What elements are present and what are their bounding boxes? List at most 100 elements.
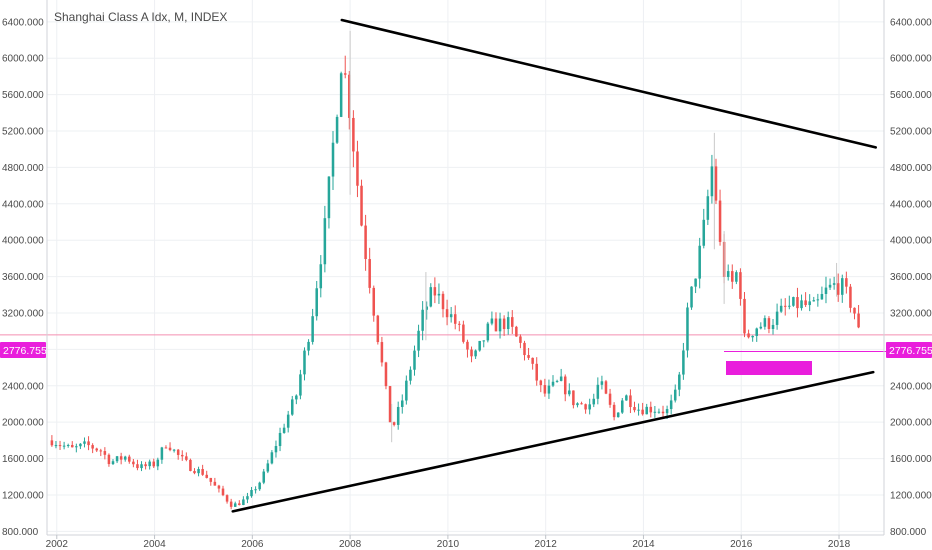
candle-body — [392, 422, 396, 425]
candle-body — [348, 74, 351, 118]
candle-body — [278, 432, 282, 447]
candle-body — [327, 176, 331, 219]
candle-body — [759, 326, 763, 329]
candle-body — [751, 335, 754, 338]
candle-body — [193, 470, 196, 474]
y-tick-label-right: 5600.000 — [890, 90, 932, 101]
candle-body — [637, 409, 640, 411]
candle-body — [515, 326, 518, 337]
candle-body — [449, 314, 453, 318]
y-tick-label-left: 1600.000 — [2, 454, 44, 465]
candle-body — [205, 474, 208, 478]
candle-body — [164, 447, 168, 449]
candle-body — [213, 481, 217, 486]
candle-body — [559, 376, 563, 381]
candle-body — [425, 306, 428, 310]
candle-body — [140, 464, 143, 469]
candle-body — [295, 395, 298, 400]
y-tick-label-right: 3200.000 — [890, 308, 932, 319]
candle-body — [221, 488, 225, 496]
candle-body — [649, 406, 653, 413]
candle-body — [771, 324, 775, 329]
candle-body — [441, 293, 445, 310]
candle-body — [767, 318, 771, 329]
candle-body — [99, 450, 103, 452]
right-price-axis: 800.000 1200.000 1600.000 2000.000 2400.000 2… — [890, 17, 932, 538]
x-tick-label: 2008 — [339, 539, 362, 550]
y-tick-label-left: 4800.000 — [2, 163, 44, 174]
candle-body — [172, 449, 176, 451]
candle-body — [800, 300, 803, 309]
x-tick-label: 2018 — [828, 539, 851, 550]
candle-body — [531, 357, 534, 364]
candle-body — [539, 380, 543, 386]
x-tick-label: 2014 — [632, 539, 655, 550]
y-tick-label-right: 3600.000 — [890, 272, 932, 283]
candle-body — [714, 166, 718, 201]
candle-body — [303, 350, 306, 375]
candle-body — [87, 441, 90, 446]
candle-body — [83, 441, 86, 444]
candle-body — [820, 293, 824, 300]
candle-body — [364, 225, 367, 260]
candle-body — [319, 264, 323, 289]
candle-body — [160, 447, 164, 460]
y-tick-label-left: 3200.000 — [2, 308, 44, 319]
candle-body — [572, 390, 575, 406]
candle-body — [91, 445, 94, 449]
candle-body — [262, 471, 266, 483]
x-tick-label: 2012 — [535, 539, 558, 550]
candle-body — [682, 350, 685, 375]
candle-body — [144, 464, 147, 467]
candle-body — [282, 427, 286, 433]
y-tick-label-right: 6000.000 — [890, 54, 932, 65]
candle-body — [661, 411, 665, 414]
candle-body — [596, 384, 600, 399]
candle-body — [156, 459, 160, 467]
candle-body — [519, 336, 522, 343]
candle-body — [217, 485, 221, 489]
candle-body — [54, 445, 58, 447]
candle-body — [494, 318, 498, 332]
candle-body — [286, 414, 290, 428]
candle-body — [755, 328, 758, 336]
candle-body — [478, 340, 481, 351]
candle-body — [201, 469, 204, 475]
candle-body — [229, 501, 233, 507]
candle-body — [258, 482, 261, 490]
annotation-note[interactable] — [726, 361, 812, 375]
candle-body — [775, 311, 779, 325]
candle-body — [735, 272, 738, 282]
candle-body — [352, 117, 355, 152]
candle-body — [225, 495, 229, 502]
candle-body — [792, 297, 795, 306]
y-tick-label-left: 6400.000 — [2, 17, 44, 28]
candle-body — [417, 330, 420, 351]
candle-body — [136, 464, 139, 469]
candle-body — [384, 362, 388, 387]
candle-body — [804, 300, 807, 306]
candle-body — [576, 403, 579, 406]
y-tick-label-right: 2000.000 — [890, 418, 932, 429]
candle-body — [678, 374, 681, 390]
candle-body — [291, 399, 294, 415]
candle-body — [238, 503, 241, 506]
candle-body — [315, 288, 318, 317]
x-tick-label: 2006 — [241, 539, 264, 550]
svg-text:2776.755: 2776.755 — [3, 345, 47, 357]
candle-body — [339, 73, 343, 117]
last-price-badge-right: 2776.755 — [886, 342, 932, 358]
candle-body — [168, 447, 172, 451]
candle-body — [673, 389, 677, 401]
candle-body — [551, 381, 555, 386]
y-tick-label-right: 4800.000 — [890, 163, 932, 174]
candle-body — [115, 456, 119, 462]
candle-body — [718, 200, 722, 242]
candle-body — [506, 317, 510, 330]
candle-body — [621, 400, 624, 413]
candle-body — [311, 316, 314, 342]
candle-body — [625, 395, 628, 401]
candle-body — [75, 446, 78, 448]
